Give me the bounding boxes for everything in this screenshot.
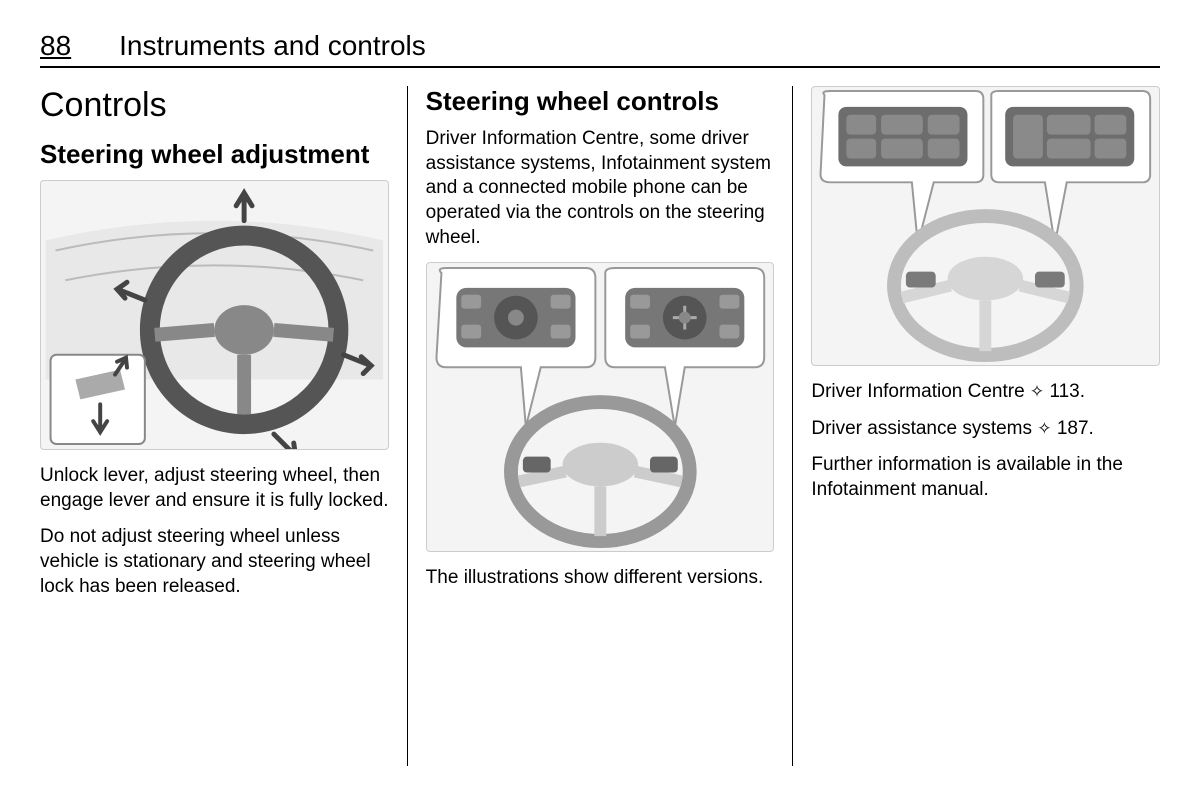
crossref-das: Driver assistance systems ✧ 187. [811,417,1160,442]
paragraph-controls-2: The illustrations show different version… [426,566,775,591]
column-1: Controls Steering wheel adjustment [40,86,407,766]
page-ref-arrow-icon: ✧ [1030,381,1044,403]
content-columns: Controls Steering wheel adjustment [40,86,1160,766]
subsection-h2-adjustment: Steering wheel adjustment [40,139,389,170]
column-2: Steering wheel controls Driver Informati… [408,86,793,766]
steering-controls-v2-illustration-icon [812,87,1159,365]
paragraph-adjust-1: Unlock lever, adjust steering wheel, the… [40,464,389,513]
crossref-dic-page: 113. [1049,381,1085,402]
figure-steering-adjustment [40,180,389,450]
figure-steering-controls-v1 [426,262,775,552]
page-header: 88 Instruments and controls [40,30,1160,68]
steering-adjust-illustration-icon [41,181,388,449]
crossref-das-text: Driver assistance systems [811,418,1037,439]
section-h1: Controls [40,86,389,125]
crossref-dic-text: Driver Information Centre [811,381,1030,402]
column-3: Driver Information Centre ✧ 113. Driver … [793,86,1160,766]
paragraph-controls-1: Driver Information Centre, some driver a… [426,127,775,250]
chapter-title: Instruments and controls [119,30,426,62]
figure-steering-controls-v2 [811,86,1160,366]
paragraph-infotainment: Further information is available in the … [811,453,1160,502]
steering-controls-illustration-icon [427,263,774,551]
crossref-dic: Driver Information Centre ✧ 113. [811,380,1160,405]
page-number: 88 [40,30,71,62]
paragraph-adjust-2: Do not adjust steering wheel unless vehi… [40,525,389,599]
subsection-h2-controls: Steering wheel controls [426,86,775,117]
crossref-das-page: 187. [1057,418,1094,439]
page-ref-arrow-icon: ✧ [1037,418,1051,440]
